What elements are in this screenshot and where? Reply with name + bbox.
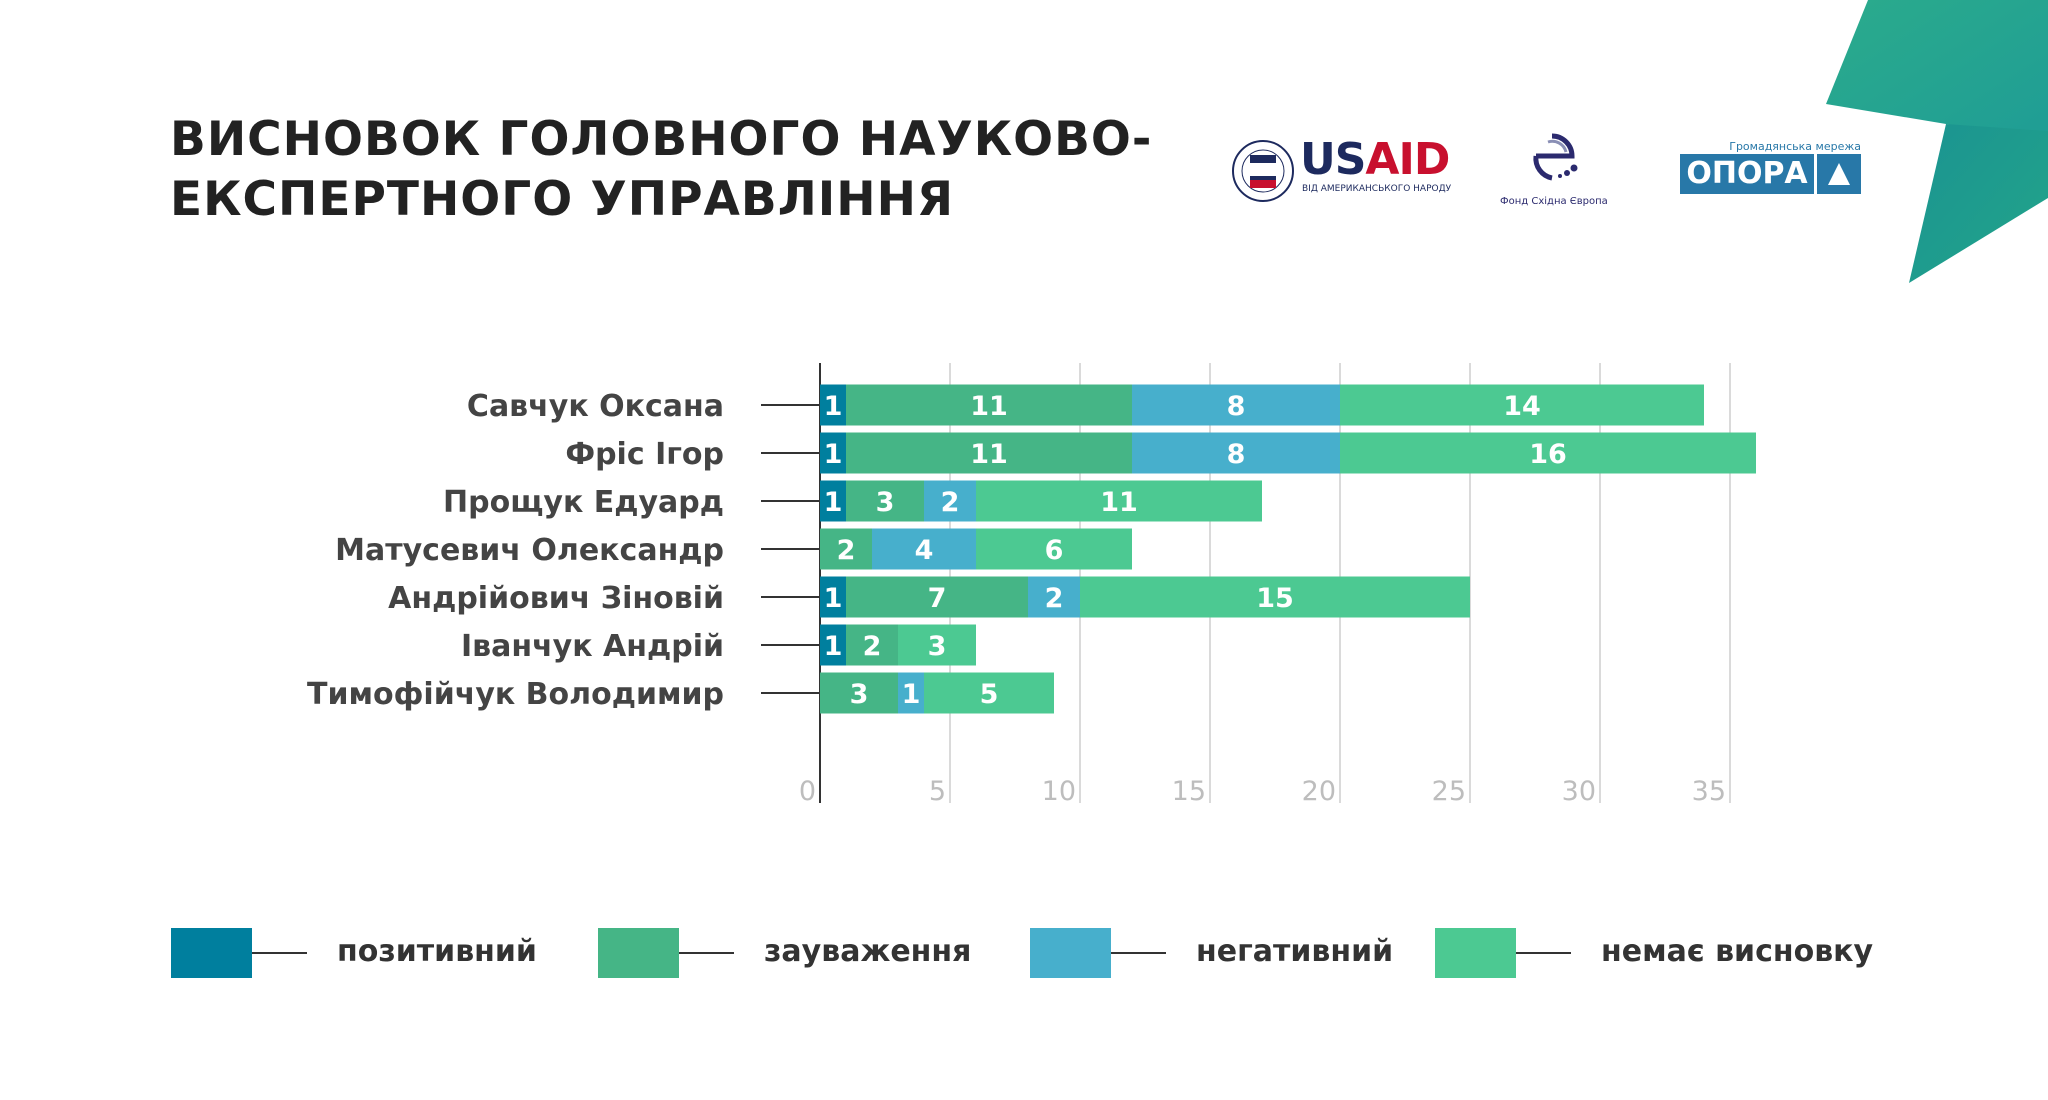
east-europe-foundation-logo: Фонд Східна Європа <box>1500 130 1610 210</box>
bar-segment <box>820 384 846 426</box>
legend-label: зауваження <box>764 934 972 969</box>
page-title: ВИСНОВОК ГОЛОВНОГО НАУКОВО- ЕКСПЕРТНОГО … <box>170 110 1152 230</box>
data-label: 1 <box>824 487 843 518</box>
category-label: Прощук Едуард <box>443 485 724 520</box>
usaid-seal-icon <box>1232 140 1294 202</box>
legend-connector <box>1516 952 1571 954</box>
data-label: 2 <box>863 631 882 662</box>
data-label: 2 <box>1045 583 1064 614</box>
data-label: 3 <box>928 631 947 662</box>
bar-segment <box>846 576 1028 618</box>
x-tick-label: 30 <box>1562 776 1596 807</box>
bar-segment <box>846 624 898 666</box>
corner-shape-light <box>1826 0 2048 141</box>
title-line-2: ЕКСПЕРТНОГО УПРАВЛІННЯ <box>170 172 955 227</box>
east-europe-name: Фонд Східна Європа <box>1500 196 1608 207</box>
x-tick-label: 5 <box>929 776 946 807</box>
legend-connector <box>252 952 307 954</box>
usaid-logo: USAID ВІД АМЕРИКАНСЬКОГО НАРОДУ <box>1232 134 1451 206</box>
category-label: Андрійович Зіновій <box>388 581 724 616</box>
bar-segment <box>1340 432 1756 474</box>
x-tick-label: 0 <box>799 776 816 807</box>
legend-swatch <box>1435 928 1516 978</box>
bar-segment <box>820 480 846 522</box>
opora-tagline: Громадянська мережа <box>1729 140 1861 153</box>
data-label: 2 <box>941 487 960 518</box>
bar-segment <box>898 624 976 666</box>
bar-segment <box>1340 384 1704 426</box>
data-label: 2 <box>837 535 856 566</box>
data-label: 11 <box>970 439 1008 470</box>
data-label: 4 <box>915 535 934 566</box>
x-tick-label: 10 <box>1042 776 1076 807</box>
data-label: 3 <box>876 487 895 518</box>
x-tick-label: 35 <box>1692 776 1726 807</box>
legend-connector <box>679 952 734 954</box>
corner-shape-dark <box>1909 124 2048 283</box>
x-tick-label: 20 <box>1302 776 1336 807</box>
data-label: 5 <box>980 679 999 710</box>
category-label: Тимофійчук Володимир <box>307 677 724 712</box>
data-label: 1 <box>824 391 843 422</box>
legend-label: немає висновку <box>1601 934 1874 969</box>
bar-segment <box>820 576 846 618</box>
legend-connector <box>1111 952 1166 954</box>
category-label: Савчук Оксана <box>467 389 724 424</box>
data-label: 16 <box>1529 439 1567 470</box>
legend-swatch <box>171 928 252 978</box>
usaid-wordmark: USAID <box>1300 134 1450 185</box>
data-label: 8 <box>1227 391 1246 422</box>
category-label: Матусевич Олександр <box>335 533 724 568</box>
data-label: 14 <box>1503 391 1541 422</box>
corner-decoration <box>1826 0 2048 283</box>
data-label: 1 <box>902 679 921 710</box>
data-label: 8 <box>1227 439 1246 470</box>
data-label: 7 <box>928 583 947 614</box>
bar-segment <box>924 672 1054 714</box>
data-label: 11 <box>970 391 1008 422</box>
bar-segment <box>898 672 924 714</box>
category-label: Іванчук Андрій <box>461 629 724 664</box>
bar-segment <box>924 480 976 522</box>
category-label: Фріс Ігор <box>565 437 724 472</box>
bar-segment <box>846 384 1132 426</box>
opora-triangle-icon <box>1817 154 1861 194</box>
bar-segment <box>820 432 846 474</box>
bar-segment <box>820 672 898 714</box>
x-tick-label: 15 <box>1172 776 1206 807</box>
legend-label: позитивний <box>337 934 537 969</box>
bar-segment <box>820 528 872 570</box>
data-label: 3 <box>850 679 869 710</box>
data-label: 15 <box>1256 583 1294 614</box>
title-line-1: ВИСНОВОК ГОЛОВНОГО НАУКОВО- <box>170 112 1153 167</box>
bar-segment <box>1080 576 1470 618</box>
bar-segment <box>976 528 1132 570</box>
opora-wordmark: ОПОРА <box>1680 154 1814 194</box>
bar-segment <box>1028 576 1080 618</box>
data-label: 11 <box>1100 487 1138 518</box>
data-label: 1 <box>824 439 843 470</box>
x-tick-label: 25 <box>1432 776 1466 807</box>
east-europe-emblem-icon <box>1533 133 1578 181</box>
bar-segment <box>820 624 846 666</box>
bar-segment <box>1132 384 1340 426</box>
data-label: 6 <box>1045 535 1064 566</box>
opora-logo: Громадянська мережа ОПОРА <box>1678 140 1863 196</box>
bar-segment <box>976 480 1262 522</box>
bar-segment <box>872 528 976 570</box>
legend-swatch <box>1030 928 1111 978</box>
data-label: 1 <box>824 631 843 662</box>
legend-label: негативний <box>1196 934 1394 969</box>
bar-segment <box>846 432 1132 474</box>
legend-swatch <box>598 928 679 978</box>
usaid-tagline: ВІД АМЕРИКАНСЬКОГО НАРОДУ <box>1302 184 1452 194</box>
bar-segment <box>846 480 924 522</box>
data-label: 1 <box>824 583 843 614</box>
bar-segment <box>1132 432 1340 474</box>
